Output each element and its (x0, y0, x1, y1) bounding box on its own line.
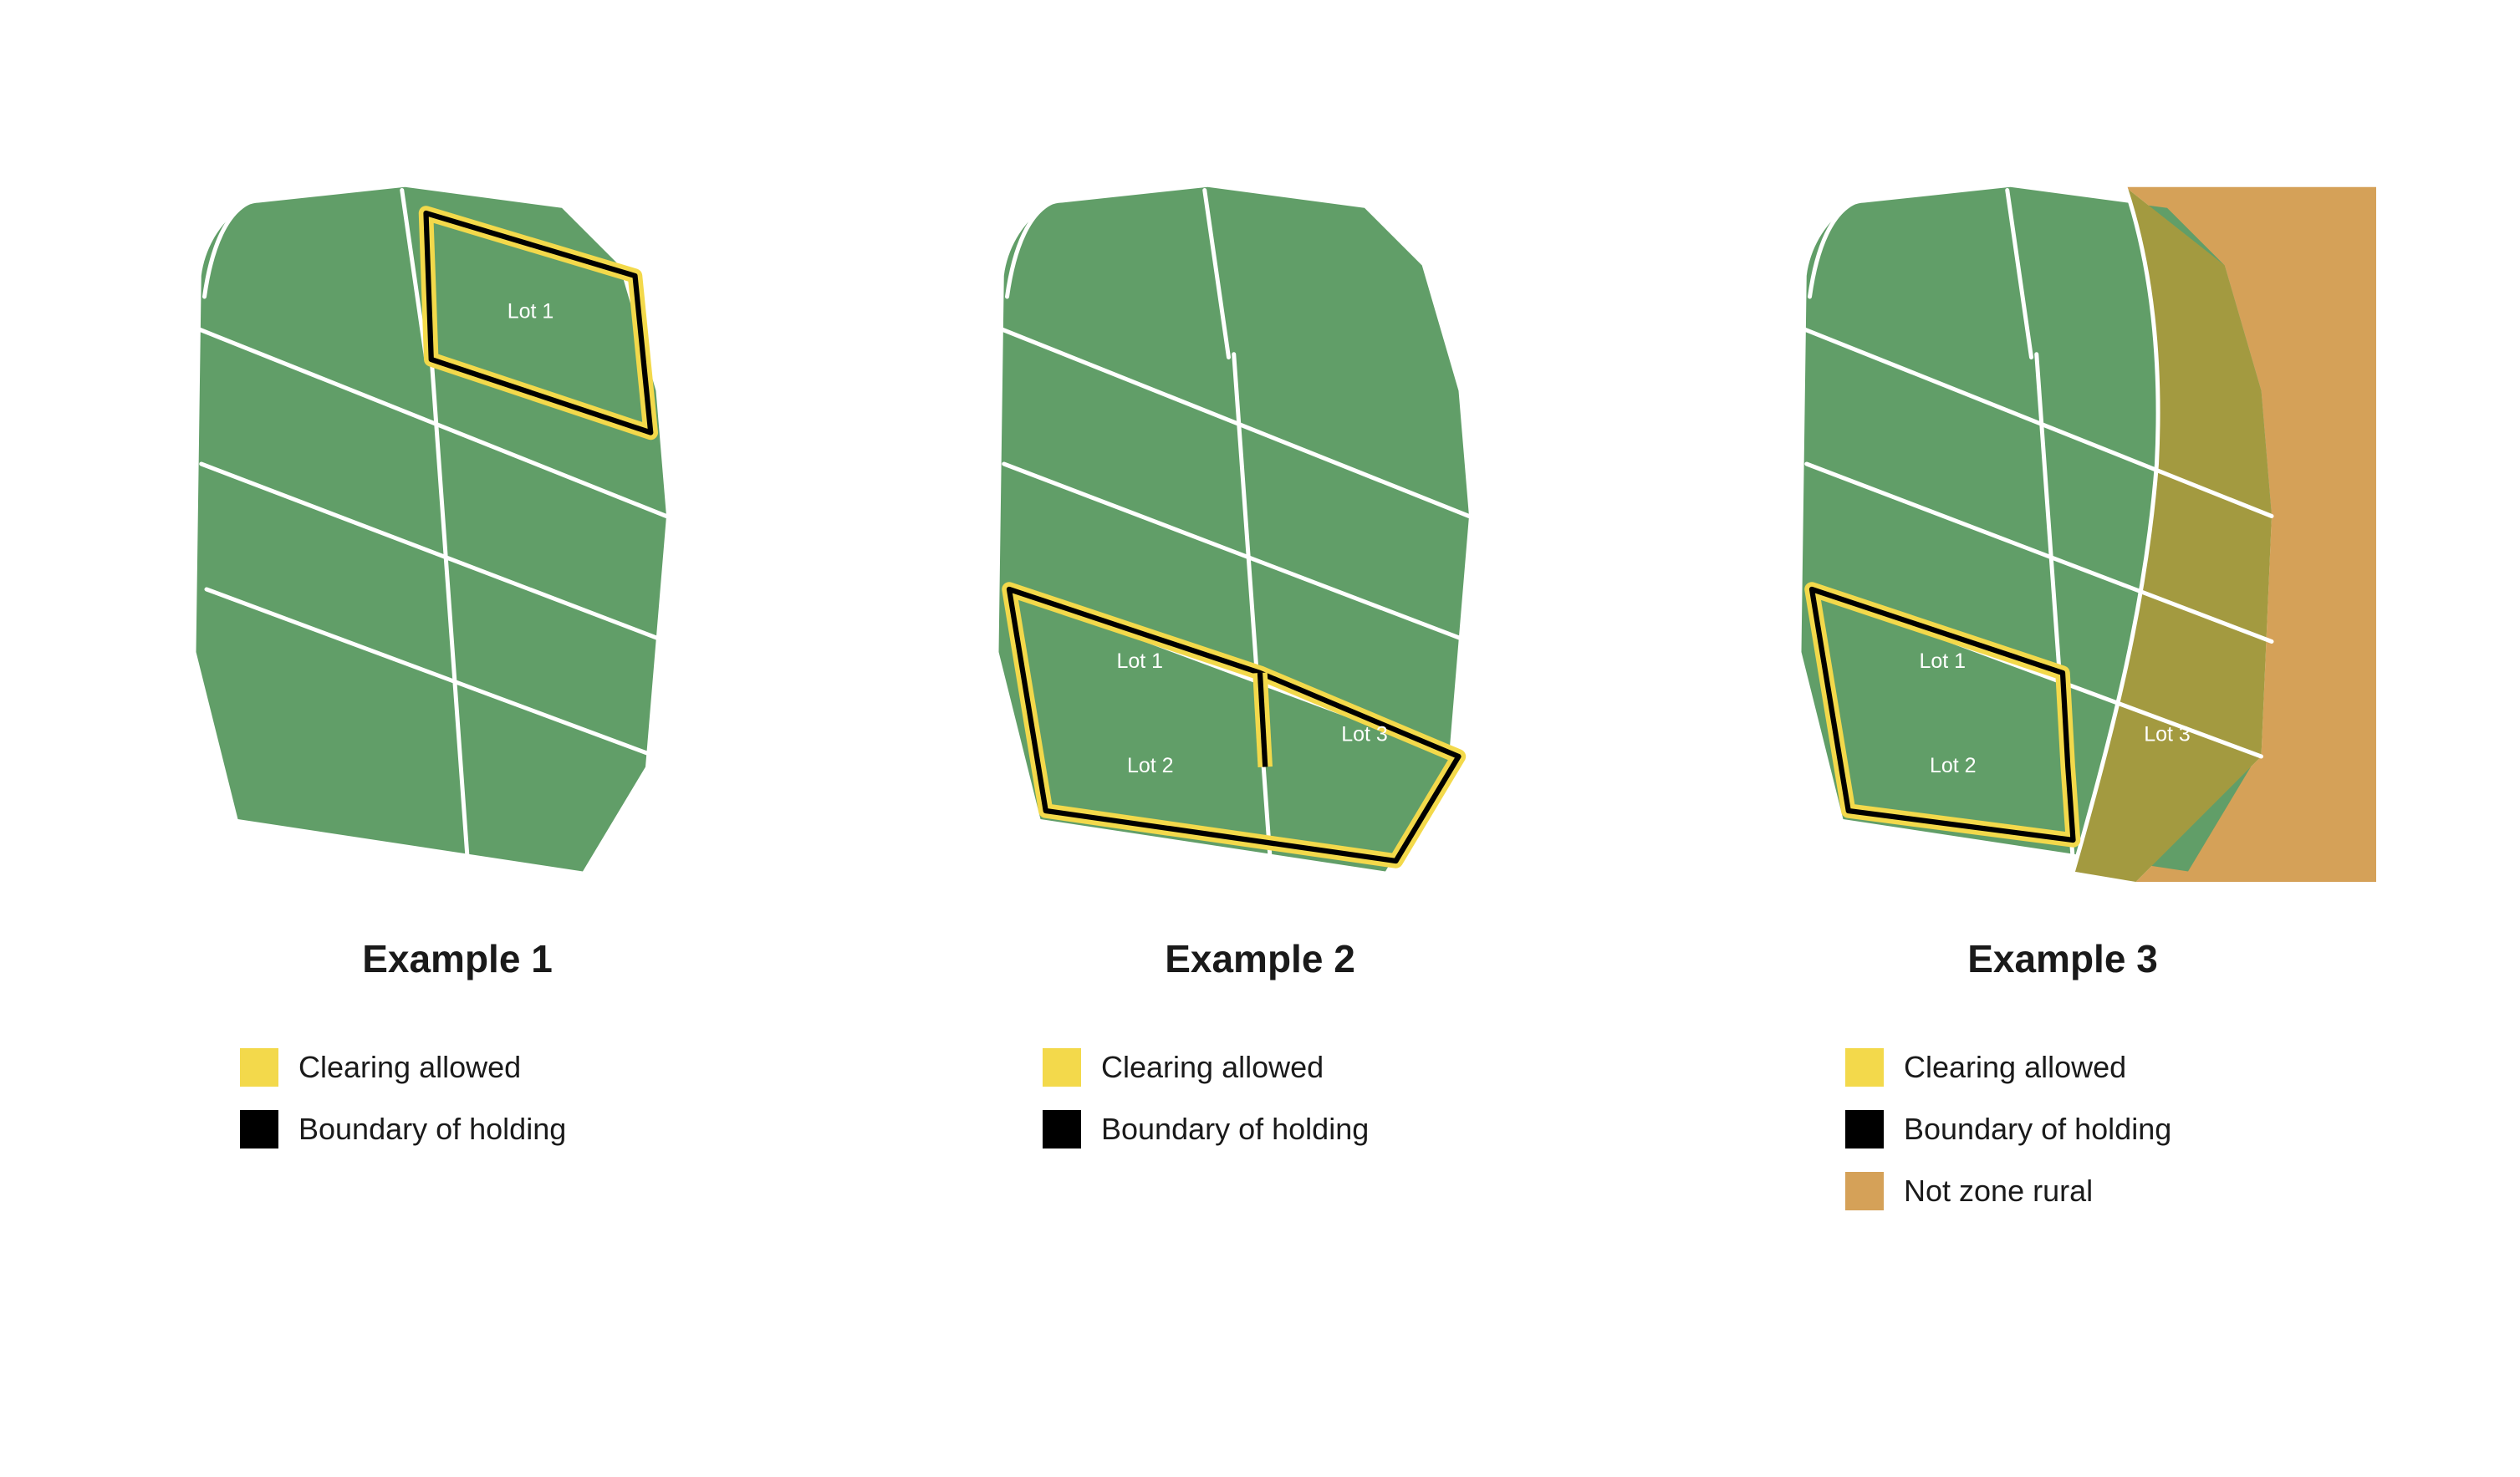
svg-text:Lot 3: Lot 3 (2144, 723, 2191, 746)
svg-text:Lot 3: Lot 3 (1341, 723, 1388, 746)
page: Lot 1 Example 1 Clearing allowed Boundary o… (0, 0, 2520, 1477)
panel-ex2: Lot 1 Lot 2 Lot 3 Example 2 Clearing allowed… (909, 150, 1611, 1210)
legend-swatch-black (1845, 1110, 1884, 1148)
legend-swatch-yellow (240, 1048, 278, 1087)
legend-swatch-black (1043, 1110, 1081, 1148)
legend-row: Clearing allowed (1845, 1048, 2171, 1087)
legend-label: Clearing allowed (1904, 1050, 2126, 1085)
panel-ex1: Lot 1 Example 1 Clearing allowed Boundary o… (106, 150, 809, 1210)
svg-text:Lot 2: Lot 2 (1930, 754, 1977, 777)
legend-row: Clearing allowed (1043, 1048, 1369, 1087)
legend-row: Clearing allowed (240, 1048, 566, 1087)
svg-text:Lot 1: Lot 1 (508, 299, 554, 323)
legend-row: Boundary of holding (240, 1110, 566, 1148)
legend-swatch-yellow (1043, 1048, 1081, 1087)
caption: Example 2 (1165, 936, 1355, 981)
legend: Clearing allowed Boundary of holding Not z… (1845, 1048, 2171, 1210)
legend: Clearing allowed Boundary of holding (240, 1048, 566, 1148)
map-ex1: Lot 1 (106, 150, 809, 903)
legend-label: Boundary of holding (1101, 1112, 1369, 1147)
legend-label: Clearing allowed (298, 1050, 521, 1085)
map-ex2: Lot 1 Lot 2 Lot 3 (909, 150, 1611, 903)
legend-row: Boundary of holding (1043, 1110, 1369, 1148)
legend-swatch-black (240, 1110, 278, 1148)
caption: Example 3 (1967, 936, 2158, 981)
panel-ex3: Lot 1 Lot 2 Lot 3 Example 3 Clearing allowed… (1711, 150, 2414, 1210)
legend-label: Not zone rural (1904, 1174, 2093, 1209)
legend-row: Not zone rural (1845, 1172, 2171, 1210)
legend-swatch-tan (1845, 1172, 1884, 1210)
legend-label: Boundary of holding (1904, 1112, 2171, 1147)
legend-swatch-yellow (1845, 1048, 1884, 1087)
legend-label: Clearing allowed (1101, 1050, 1324, 1085)
legend-label: Boundary of holding (298, 1112, 566, 1147)
panel-row: Lot 1 Example 1 Clearing allowed Boundary o… (0, 0, 2520, 1210)
svg-text:Lot 1: Lot 1 (1919, 649, 1966, 673)
svg-text:Lot 1: Lot 1 (1116, 649, 1163, 673)
caption: Example 1 (362, 936, 553, 981)
legend-row: Boundary of holding (1845, 1110, 2171, 1148)
legend: Clearing allowed Boundary of holding (1043, 1048, 1369, 1148)
map-ex3: Lot 1 Lot 2 Lot 3 (1711, 150, 2414, 903)
svg-text:Lot 2: Lot 2 (1127, 754, 1174, 777)
